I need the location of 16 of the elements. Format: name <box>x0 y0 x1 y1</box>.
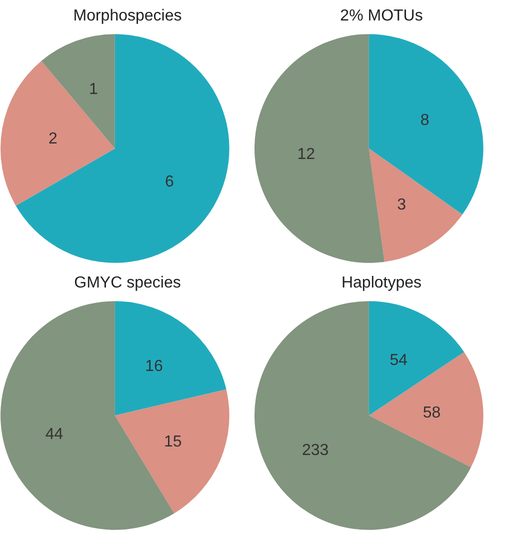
data-label: 6 <box>164 174 174 191</box>
chart-title: Haplotypes <box>341 274 422 292</box>
data-label: 8 <box>420 112 430 129</box>
data-label: 2 <box>48 130 58 148</box>
chart-title: 2% MOTUs <box>340 8 423 24</box>
data-label: 16 <box>145 358 163 376</box>
data-label: 44 <box>45 426 64 443</box>
data-label: 1 <box>88 81 98 98</box>
data-label: 12 <box>297 146 316 163</box>
data-label: 3 <box>397 196 406 214</box>
chart-title: GMYC species <box>74 274 181 292</box>
chart-title: Morphospecies <box>73 8 182 24</box>
data-label: 54 <box>390 352 408 369</box>
data-label: 58 <box>422 404 441 422</box>
data-label: 15 <box>164 433 182 450</box>
data-label: 233 <box>302 442 329 460</box>
